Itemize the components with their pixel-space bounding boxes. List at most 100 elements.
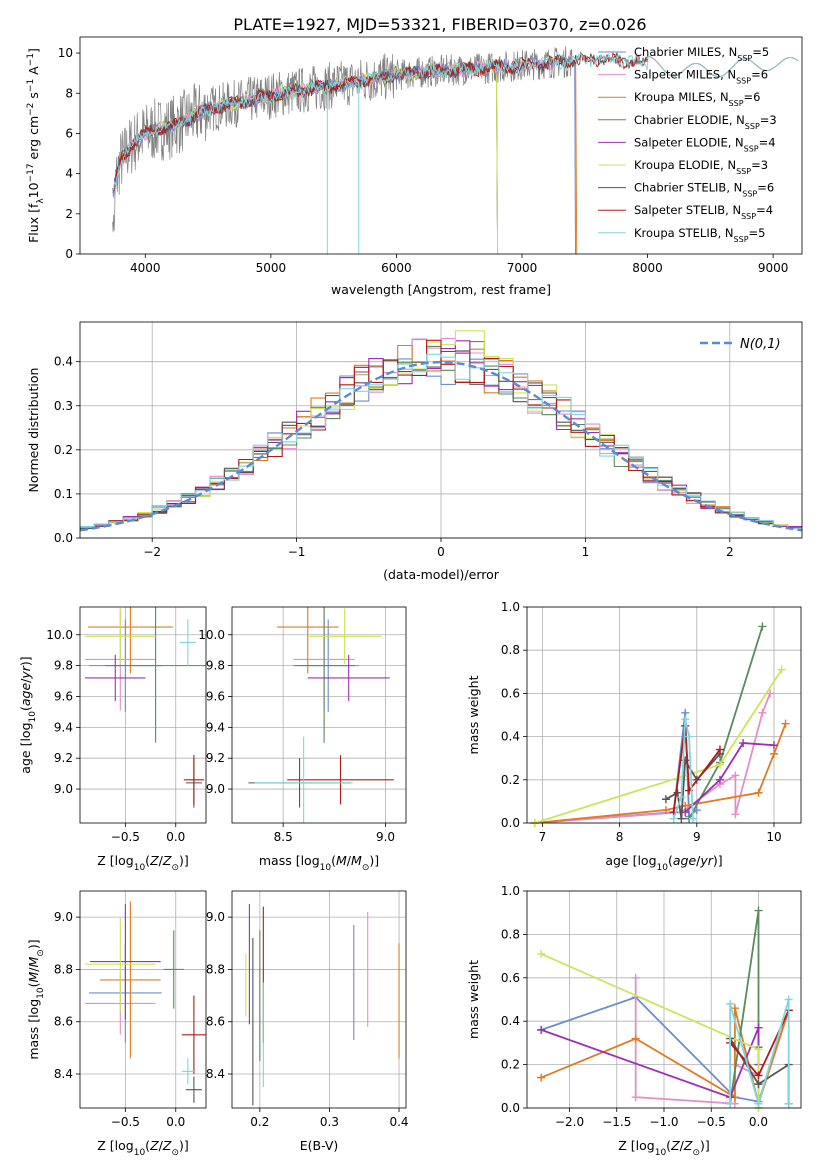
tick-label-y: 9.6 <box>54 689 73 703</box>
weight-marker <box>661 806 670 815</box>
weight-marker <box>715 760 724 769</box>
tick-label-y: 4 <box>65 167 73 181</box>
tick-label-x: 1 <box>582 545 590 559</box>
weight-marker <box>726 999 735 1008</box>
weight-marker <box>537 1073 546 1082</box>
tick-label-x: 0.0 <box>166 1115 185 1129</box>
tick-label-x: −2.0 <box>555 1115 584 1129</box>
weight-line <box>534 712 698 823</box>
weight-marker <box>688 814 697 823</box>
histogram-step <box>80 353 802 529</box>
weight-marker <box>781 719 790 728</box>
weight-marker <box>769 749 778 758</box>
weight-line <box>534 723 787 823</box>
tick-label-y: 9.4 <box>206 720 225 734</box>
panel-age-vs-mass: 8.5 9.0 9.0 9.2 9.4 9.6 9.8 10.0 mass [log10(M/M… <box>198 606 407 873</box>
weight-line <box>540 953 760 1108</box>
weight-marker <box>754 1080 763 1089</box>
weight-marker <box>754 788 763 797</box>
weight-marker <box>673 788 682 797</box>
tick-label-x: −1 <box>288 545 306 559</box>
tick-label-y: 0.1 <box>54 487 73 501</box>
legend-entry: Kroupa STELIB, NSSP=5 <box>634 226 765 244</box>
weight-marker <box>769 741 778 750</box>
legend-entry: Salpeter STELIB, NSSP=4 <box>634 203 773 221</box>
weight-marker <box>715 745 724 754</box>
weight-line <box>672 725 721 813</box>
weight-marker <box>661 795 670 804</box>
weight-marker <box>685 732 694 741</box>
tick-label-x: −0.5 <box>111 830 140 844</box>
tick-label-x: 0.0 <box>166 830 185 844</box>
tick-label-x: 2 <box>726 545 734 559</box>
panel-spectrum: 4000 5000 6000 7000 8000 9000 0 2 4 6 8 10 Chabrier … <box>26 36 803 297</box>
tick-label-y: 8 <box>65 86 73 100</box>
tick-label-x: 8000 <box>632 261 663 275</box>
tick-label-x: 0.4 <box>389 1115 408 1129</box>
panel-mass-vs-ebv: 0.2 0.3 0.4 8.4 8.6 8.8 9.0 E(B-V) <box>206 890 409 1153</box>
weight-marker <box>677 814 686 823</box>
tick-label-x: 0.2 <box>250 1115 269 1129</box>
axis-label-x: Z [log10(Z/Z⊙)] <box>618 1138 710 1158</box>
figure-title: PLATE=1927, MJD=53321, FIBERID=0370, z=0… <box>233 15 646 34</box>
weight-marker <box>715 775 724 784</box>
tick-label-x: −2 <box>143 545 161 559</box>
weight-marker <box>784 1099 793 1108</box>
tick-label-y: 2 <box>65 207 73 221</box>
tick-label-y: 1.0 <box>501 884 520 898</box>
axes-frame <box>231 890 407 1109</box>
legend-entry: Kroupa MILES, NSSP=6 <box>634 90 760 108</box>
tick-label-y: 9.8 <box>206 659 225 673</box>
tick-label-y: 0.3 <box>54 399 73 413</box>
weight-line <box>634 977 760 1108</box>
axes-frame <box>526 890 802 1109</box>
weight-marker <box>631 1093 640 1102</box>
tick-label-y: 0.0 <box>501 1101 520 1115</box>
weight-line <box>684 742 775 813</box>
weight-marker <box>631 973 640 982</box>
axis-label-y: Flux [fλ10−17 erg cm−2 s−1 A−1] <box>26 48 46 243</box>
axes-frame <box>79 606 207 824</box>
weight-marker <box>726 1099 735 1108</box>
weight-marker <box>766 689 775 698</box>
weight-marker <box>537 1025 546 1034</box>
tick-label-y: 10 <box>58 46 73 60</box>
tick-label-y: 9.0 <box>206 910 225 924</box>
tick-label-x: −1.5 <box>602 1115 631 1129</box>
tick-label-y: 10.0 <box>46 628 73 642</box>
axis-label-x: Z [log10(Z/Z⊙)] <box>97 853 189 873</box>
weight-marker <box>631 1034 640 1043</box>
weight-marker <box>758 622 767 631</box>
weight-marker <box>681 715 690 724</box>
panel-mass-weight-vs-z: −2.0 −1.5 −1.0 −0.5 0.0 0.0 0.2 0.4 0.6 0.8 1.0 Z [… <box>466 884 802 1158</box>
tick-label-y: 0.8 <box>501 643 520 657</box>
tick-label-y: 0.4 <box>501 730 520 744</box>
legend-entry: Chabrier STELIB, NSSP=6 <box>634 181 774 199</box>
axes-frame <box>231 606 407 824</box>
legend-entry: Salpeter ELODIE, NSSP=4 <box>634 135 776 153</box>
tick-label-x: 6000 <box>381 261 412 275</box>
axis-label-y: mass weight <box>466 960 481 1039</box>
tick-label-x: −1.0 <box>649 1115 678 1129</box>
tick-label-y: 0.2 <box>54 443 73 457</box>
weight-marker <box>731 810 740 819</box>
tick-label-x: 10 <box>766 830 781 844</box>
axis-label-x: wavelength [Angstrom, rest frame] <box>331 282 551 297</box>
tick-label-x: 0.0 <box>749 1115 768 1129</box>
tick-label-y: 8.4 <box>54 1067 73 1081</box>
tick-label-y: 1.0 <box>501 600 520 614</box>
axis-label-x: (data-model)/error <box>383 567 500 582</box>
tick-label-x: 0.3 <box>320 1115 339 1129</box>
legend-entry: Salpeter MILES, NSSP=6 <box>634 68 768 86</box>
axes-frame <box>79 890 207 1109</box>
tick-label-x: 4000 <box>130 261 161 275</box>
axis-label-y: mass [log10(M/M⊙)] <box>26 939 46 1059</box>
tick-label-y: 8.4 <box>206 1067 225 1081</box>
tick-label-y: 8.6 <box>54 1015 73 1029</box>
axis-label-x: Z [log10(Z/Z⊙)] <box>97 1138 189 1158</box>
weight-marker <box>739 739 748 748</box>
weight-line <box>540 1007 790 1107</box>
tick-label-y: 0 <box>65 247 73 261</box>
normal-curve <box>80 360 802 532</box>
